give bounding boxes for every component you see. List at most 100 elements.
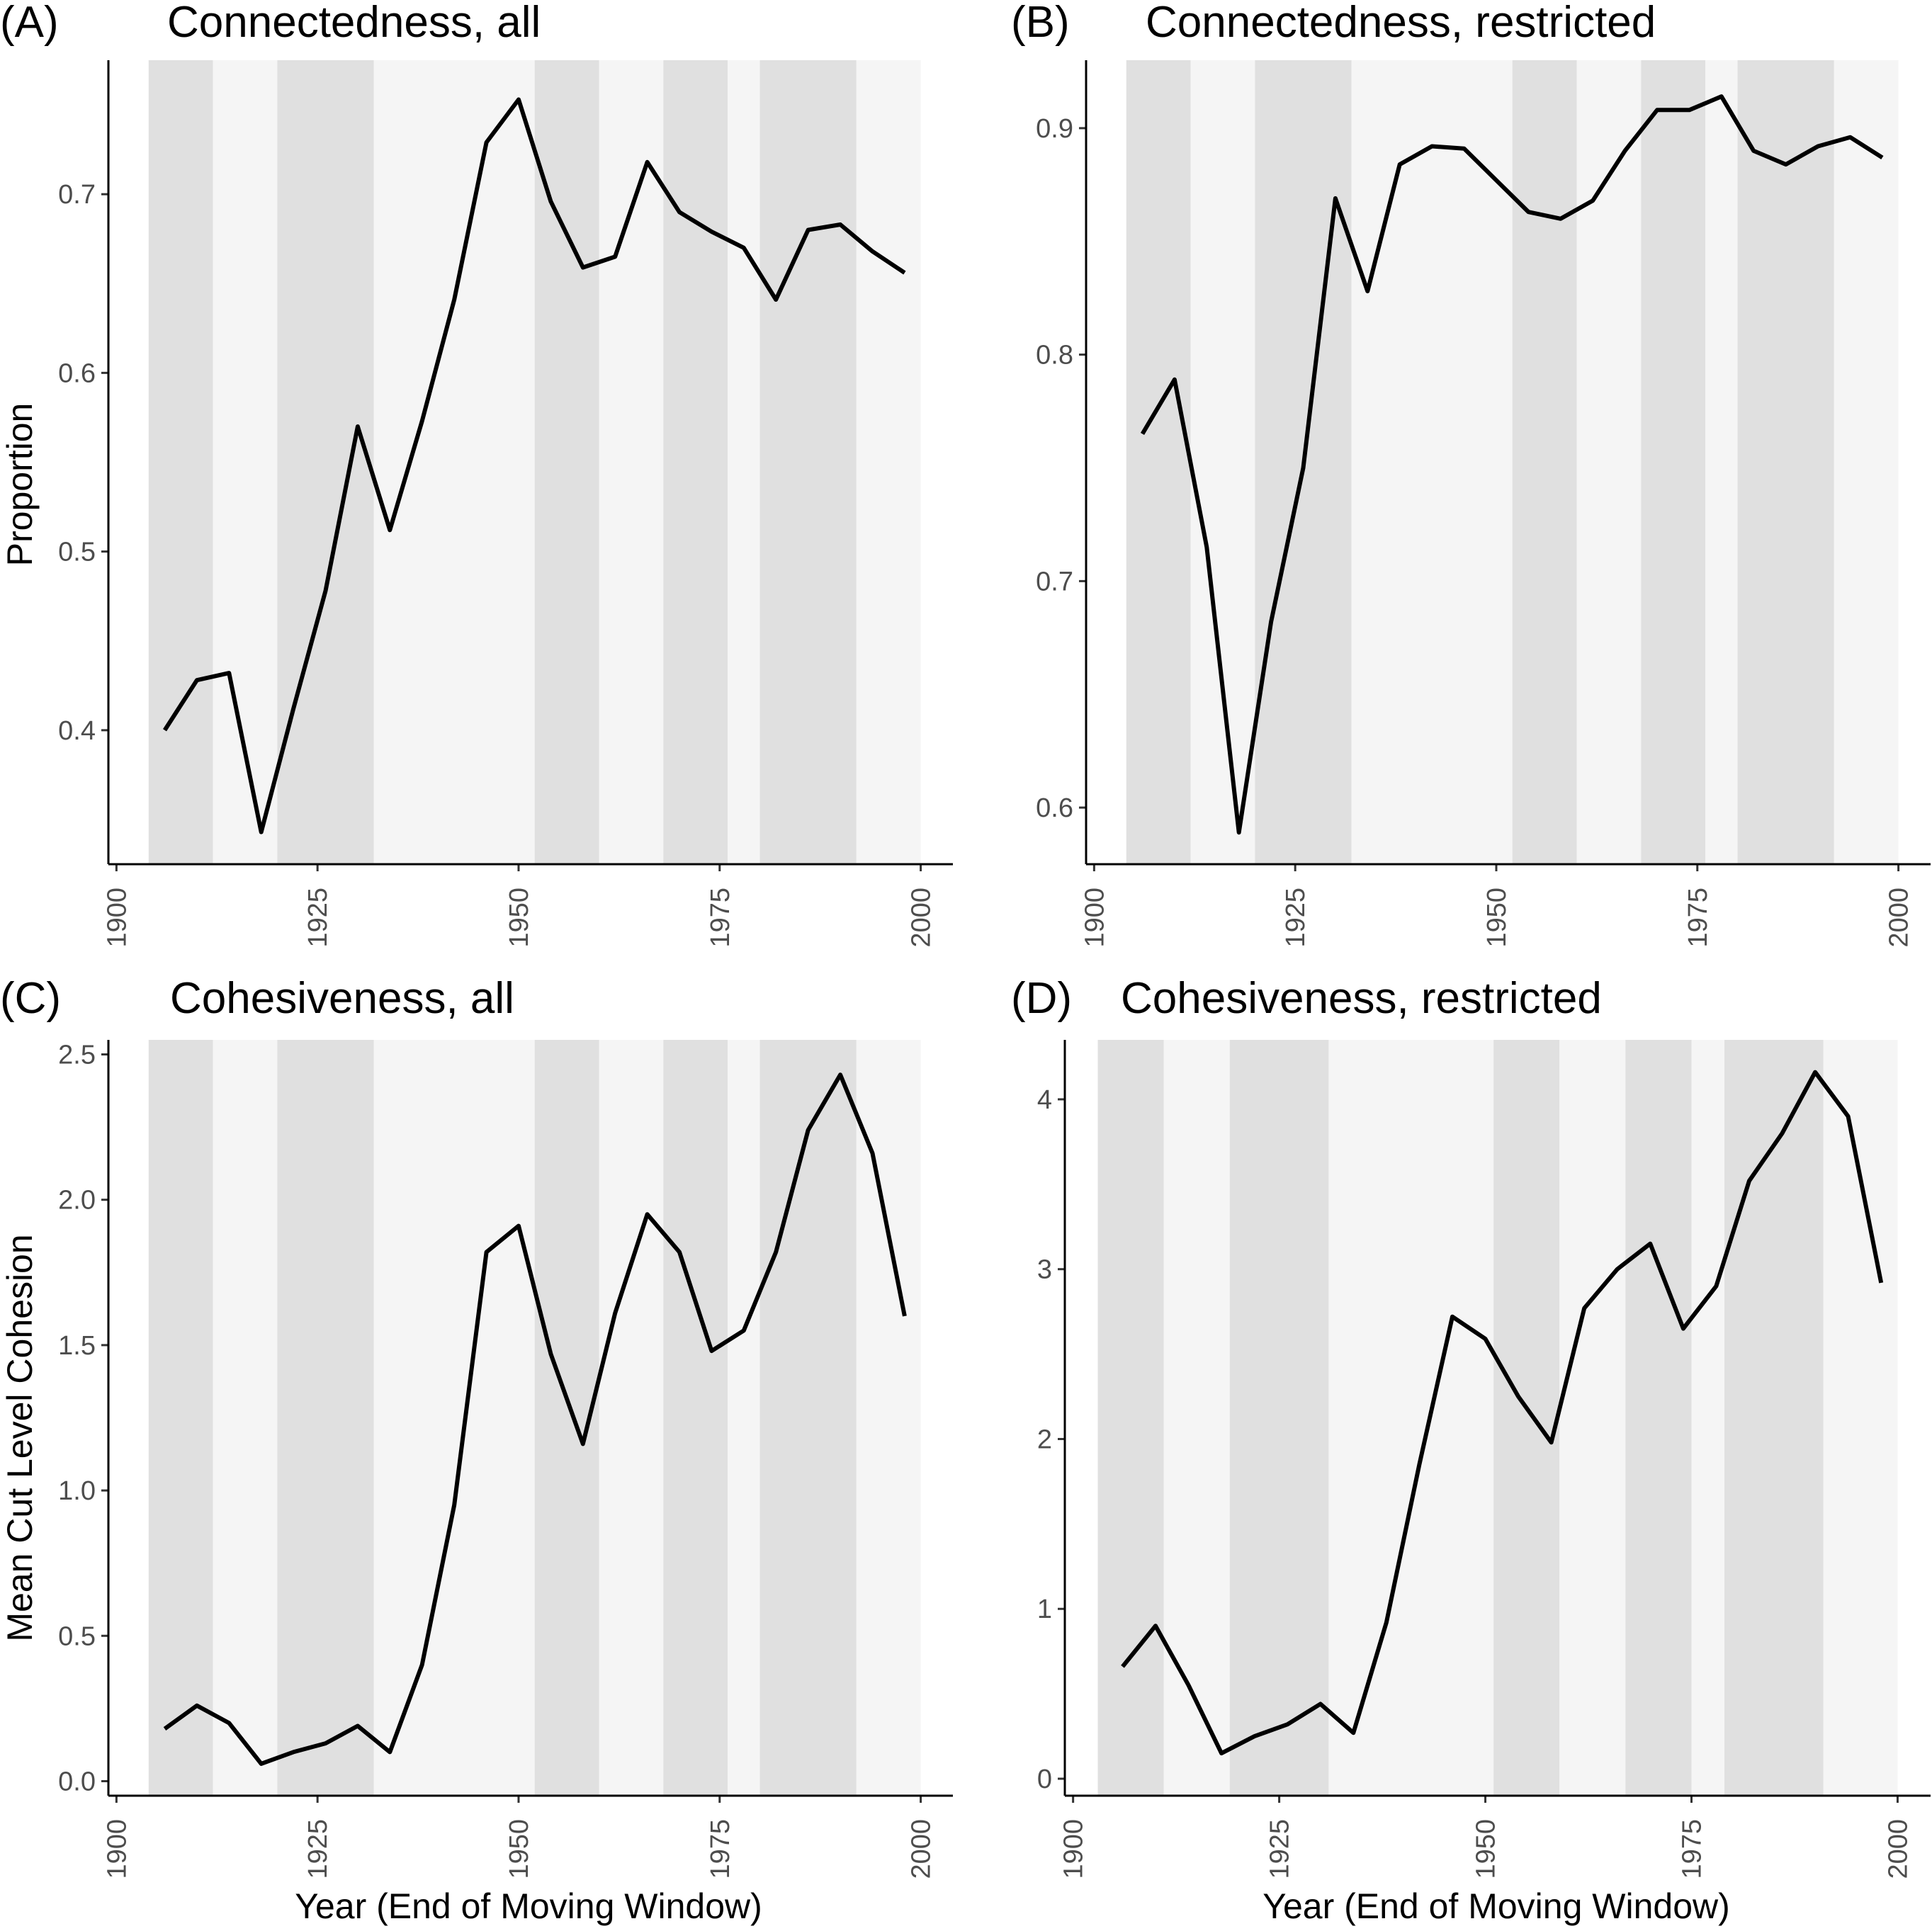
- y-tick-label: 2.5: [58, 1041, 96, 1070]
- x-tick-label: 1950: [1471, 1819, 1501, 1879]
- y-axis-ticks: 0 1 2 3 4: [1037, 1085, 1065, 1794]
- x-tick-label: 2000: [1885, 888, 1914, 948]
- band-c-0: [148, 1040, 213, 1796]
- band-a-3: [373, 60, 535, 864]
- panel-c: (C) Cohesiveness, all 0.0 0.5 1.0 1.5 2.0 2.5…: [0, 974, 953, 1879]
- y-axis-title-bottom: Mean Cut Level Cohesion: [0, 1234, 40, 1641]
- y-tick-label: 0.7: [1036, 567, 1073, 596]
- y-tick-label: 0.4: [58, 716, 96, 746]
- band-c-9: [856, 1040, 921, 1796]
- y-tick-label: 0.6: [1036, 793, 1073, 823]
- panel-title-c: Cohesiveness, all: [170, 974, 514, 1023]
- band-a-6: [663, 60, 728, 864]
- band-a-8: [759, 60, 857, 864]
- series-line-d: [1121, 1070, 1884, 1756]
- band-d-7: [1691, 1040, 1725, 1796]
- band-b-0: [1126, 60, 1191, 864]
- band-b-8: [1737, 60, 1834, 864]
- x-axis-title-left: Year (End of Moving Window): [295, 1886, 762, 1926]
- y-tick-label: 2.0: [58, 1186, 96, 1216]
- y-tick-label: 0.5: [58, 1621, 96, 1651]
- panel-label-b: (B): [1011, 0, 1070, 47]
- x-axis-ticks: 1900 1925 1950 1975 2000: [1059, 1796, 1913, 1879]
- y-axis-title-top: Proportion: [0, 403, 40, 567]
- panel-b: (B) Connectedness, restricted 0.60.70.80…: [1011, 0, 1931, 948]
- y-tick-label: 0.8: [1036, 341, 1073, 370]
- x-tick-label: 1975: [706, 1819, 735, 1879]
- band-c-6: [663, 1040, 728, 1796]
- x-tick-label: 1975: [1683, 888, 1713, 948]
- background-bands: [148, 60, 921, 864]
- y-tick-label: 3: [1037, 1255, 1052, 1285]
- band-a-0: [148, 60, 213, 864]
- panel-label-c: (C): [0, 974, 61, 1023]
- background-bands: [148, 1040, 921, 1796]
- x-tick-label: 1900: [1059, 1819, 1089, 1879]
- x-tick-label: 1900: [102, 1819, 132, 1879]
- series-line-group: [163, 1072, 907, 1766]
- panel-label-a: (A): [0, 0, 59, 47]
- band-b-9: [1834, 60, 1899, 864]
- band-c-5: [599, 1040, 664, 1796]
- band-c-1: [213, 1040, 278, 1796]
- y-tick-label: 0.6: [58, 358, 96, 388]
- series-line-c: [163, 1072, 907, 1766]
- panel-title-b: Connectedness, restricted: [1146, 0, 1656, 47]
- band-d-5: [1559, 1040, 1626, 1796]
- y-tick-label: 0.0: [58, 1767, 96, 1796]
- band-b-7: [1705, 60, 1738, 864]
- band-d-1: [1163, 1040, 1230, 1796]
- series-line-group: [1121, 1070, 1884, 1756]
- panel-a: (A) Connectedness, all 0.4 0.5 0.6 0.7 1900…: [0, 0, 953, 948]
- band-d-2: [1229, 1040, 1329, 1796]
- background-bands: [1097, 1040, 1898, 1796]
- x-tick-label: 1925: [303, 1819, 333, 1879]
- band-c-8: [759, 1040, 857, 1796]
- y-tick-label: 0.7: [58, 180, 96, 210]
- band-a-5: [599, 60, 664, 864]
- x-tick-label: 2000: [907, 888, 937, 948]
- y-axis-ticks: 0.4 0.5 0.6 0.7: [58, 180, 108, 746]
- y-tick-label: 1.5: [58, 1331, 96, 1361]
- y-tick-label: 4: [1037, 1085, 1052, 1115]
- band-d-6: [1625, 1040, 1692, 1796]
- band-a-1: [213, 60, 278, 864]
- band-d-4: [1493, 1040, 1560, 1796]
- band-d-3: [1328, 1040, 1494, 1796]
- panel-title-d: Cohesiveness, restricted: [1121, 974, 1602, 1023]
- band-c-3: [373, 1040, 535, 1796]
- band-d-8: [1724, 1040, 1824, 1796]
- band-a-9: [856, 60, 921, 864]
- y-tick-label: 0: [1037, 1765, 1052, 1794]
- y-tick-label: 0.9: [1036, 114, 1073, 144]
- x-axis-ticks: 1900 1925 1950 1975 2000: [102, 1796, 937, 1879]
- band-c-7: [728, 1040, 760, 1796]
- x-tick-label: 1950: [504, 1819, 534, 1879]
- x-tick-label: 2000: [907, 1819, 937, 1879]
- panel-label-d: (D): [1011, 974, 1072, 1023]
- x-axis-ticks: 1900 1925 1950 1975 2000: [102, 864, 937, 948]
- x-tick-label: 1975: [1677, 1819, 1707, 1879]
- y-tick-label: 1.0: [58, 1476, 96, 1506]
- band-a-2: [277, 60, 374, 864]
- x-axis-title-right: Year (End of Moving Window): [1262, 1886, 1730, 1926]
- band-b-1: [1190, 60, 1255, 864]
- y-axis-ticks: 0.6 0.7 0.8 0.9: [1036, 114, 1086, 823]
- x-tick-label: 1975: [706, 888, 735, 948]
- y-axis-ticks: 0.0 0.5 1.0 1.5 2.0 2.5: [58, 1041, 108, 1796]
- band-a-4: [534, 60, 599, 864]
- band-d-0: [1097, 1040, 1164, 1796]
- series-line-group: [1140, 94, 1884, 835]
- panel-title-a: Connectedness, all: [167, 0, 541, 47]
- x-axis-ticks: 1900 1925 1950 1975 2000: [1080, 864, 1914, 948]
- x-tick-label: 1925: [1265, 1819, 1295, 1879]
- series-line-group: [162, 97, 906, 834]
- x-tick-label: 1950: [504, 888, 534, 948]
- y-tick-label: 2: [1037, 1425, 1052, 1454]
- series-line-b: [1140, 94, 1884, 835]
- band-d-9: [1823, 1040, 1898, 1796]
- series-line-a: [162, 97, 906, 834]
- x-tick-label: 1900: [102, 888, 132, 948]
